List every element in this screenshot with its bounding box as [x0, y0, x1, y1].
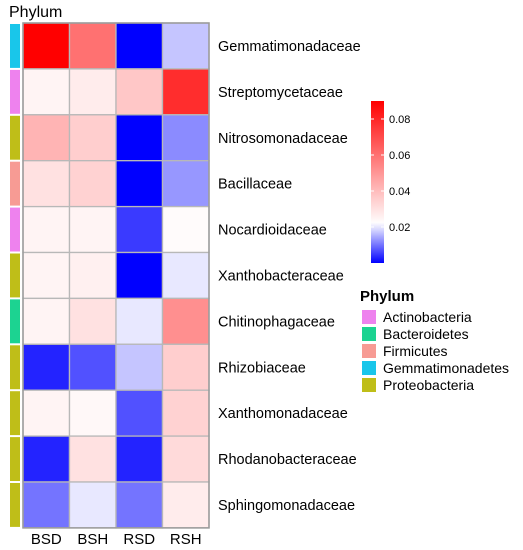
heatmap-cell [68, 114, 117, 162]
heatmap-cell [68, 297, 117, 345]
row-labels: Gemmatimonadaceae Streptomycetaceae Nitros… [218, 39, 361, 514]
legend-swatch [362, 310, 376, 324]
heatmap-cell [22, 22, 71, 70]
heatmap-cell [115, 297, 164, 345]
phylum-annotation-bar [10, 24, 20, 527]
legend-label: Actinobacteria [383, 309, 472, 325]
heatmap-cell [68, 68, 117, 116]
heatmap-cell [68, 389, 117, 437]
heatmap-cell [161, 343, 210, 391]
heatmap-cell [68, 160, 117, 208]
row-label: Nocardioidaceae [218, 223, 327, 239]
column-label: BSD [31, 531, 62, 548]
row-label: Rhodanobacteraceae [218, 452, 357, 468]
heatmap-cell [161, 22, 210, 70]
legend-swatch [362, 327, 376, 341]
heatmap-cell [22, 343, 71, 391]
colorbar-tick-label: 0.08 [389, 114, 410, 126]
row-label: Rhizobiaceae [218, 360, 306, 376]
heatmap-cell [115, 160, 164, 208]
annotation-cell [10, 483, 20, 527]
heatmap-cell [68, 205, 117, 254]
legend-title: Phylum [360, 288, 415, 305]
row-label: Chitinophagaceae [218, 314, 335, 330]
row-label: Streptomycetaceae [218, 85, 343, 101]
colorbar [371, 101, 384, 263]
heatmap-cell [115, 114, 164, 162]
heatmap-cell [161, 205, 210, 254]
annotation-cell [10, 437, 20, 481]
heatmap-cell [68, 435, 117, 483]
heatmap-cell [161, 114, 210, 162]
heatmap-cell [115, 481, 164, 529]
heatmap-border [22, 22, 210, 529]
annotation-cell [10, 299, 20, 344]
annotation-cell [10, 115, 20, 160]
heatmap-cell [115, 435, 164, 483]
column-labels: BSD BSH RSD RSH [31, 531, 202, 548]
annotation-cell [10, 253, 20, 298]
annotation-cell [10, 161, 20, 206]
heatmap-cell [68, 22, 117, 70]
heatmap-cell [161, 435, 210, 483]
heatmap-cell [68, 251, 117, 300]
heatmap-cell [115, 343, 164, 391]
legend-label: Proteobacteria [383, 377, 475, 393]
heatmap-cell [161, 389, 210, 437]
heatmap-cell [22, 389, 71, 437]
row-label: Nitrosomonadaceae [218, 131, 348, 147]
heatmap-cell [115, 389, 164, 437]
legend-swatch [362, 361, 376, 375]
column-label: RSD [123, 531, 155, 548]
legend-label: Gemmatimonadetes [383, 360, 510, 376]
heatmap-cell [68, 343, 117, 391]
heatmap-cell [115, 205, 164, 254]
heatmap-cell [22, 251, 71, 300]
colorbar-ticks: 0.02 0.04 0.06 0.08 [371, 114, 410, 234]
heatmap-cell [22, 481, 71, 529]
heatmap-cell [22, 297, 71, 345]
annotation-cell [10, 345, 20, 390]
row-label: Xanthomonadaceae [218, 406, 348, 422]
heatmap-cell [115, 251, 164, 300]
annotation-title: Phylum [9, 4, 63, 21]
heatmap-cell [115, 68, 164, 116]
heatmap-cell [115, 22, 164, 70]
heatmap-cell [22, 114, 71, 162]
colorbar-tick-label: 0.06 [389, 150, 410, 162]
row-label: Gemmatimonadaceae [218, 39, 361, 55]
heatmap-cell [22, 435, 71, 483]
column-label: RSH [170, 531, 202, 548]
row-label: Xanthobacteraceae [218, 268, 344, 284]
heatmap-cell [22, 160, 71, 208]
heatmap-cell [161, 251, 210, 300]
heatmap-cell [161, 160, 210, 208]
row-label: Sphingomonadaceae [218, 498, 355, 514]
annotation-cell [10, 24, 20, 68]
colorbar-tick-label: 0.04 [389, 186, 410, 198]
column-label: BSH [77, 531, 108, 548]
legend-label: Bacteroidetes [383, 326, 469, 342]
legend-swatch [362, 344, 376, 358]
annotation-cell [10, 207, 20, 252]
annotation-cell [10, 69, 20, 114]
heatmap-cell [161, 481, 210, 529]
heatmap-cell [161, 297, 210, 345]
heatmap-cells [22, 22, 210, 529]
annotation-cell [10, 391, 20, 436]
heatmap-cell [161, 68, 210, 116]
heatmap-cell [68, 481, 117, 529]
colorbar-tick-label: 0.02 [389, 222, 410, 234]
heatmap-cell [22, 68, 71, 116]
heatmap-cell [22, 205, 71, 254]
legend-label: Firmicutes [383, 343, 448, 359]
row-label: Bacillaceae [218, 177, 292, 193]
legend-swatch [362, 378, 376, 392]
